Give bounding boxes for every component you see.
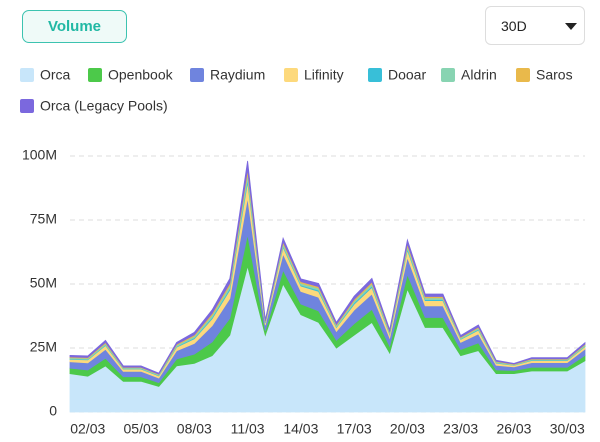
area [69, 160, 586, 375]
legend-swatch [20, 99, 34, 113]
legend-label: Saros [536, 67, 573, 83]
x-tick-label: 23/03 [443, 421, 478, 437]
legend-swatch [190, 68, 204, 82]
x-tick-label: 20/03 [390, 421, 425, 437]
range-label: 30D [501, 18, 527, 34]
area [69, 266, 586, 413]
area [69, 178, 586, 377]
legend-label: Orca (Legacy Pools) [40, 98, 168, 114]
legend-label: Orca [40, 67, 71, 83]
legend-label: Lifinity [304, 67, 344, 83]
volume-tab[interactable]: Volume [22, 10, 127, 43]
range-dropdown[interactable]: 30D [485, 6, 585, 45]
legend-swatch [441, 68, 455, 82]
area [69, 181, 586, 379]
area [69, 173, 586, 376]
x-tick-label: 17/03 [337, 421, 372, 437]
y-tick-label: 100M [22, 147, 57, 163]
legend-swatch [368, 68, 382, 82]
area [69, 234, 586, 387]
legend-swatch [88, 68, 102, 82]
legend-label: Dooar [388, 67, 426, 83]
legend-swatch [516, 68, 530, 82]
x-tick-label: 05/03 [124, 421, 159, 437]
legend-swatch [284, 68, 298, 82]
legend-label: Raydium [210, 67, 265, 83]
x-tick-label: 14/03 [283, 421, 318, 437]
x-tick-label: 30/03 [550, 421, 585, 437]
legend-swatch [20, 68, 34, 82]
x-tick-label: 26/03 [496, 421, 531, 437]
y-tick-label: 0 [49, 403, 57, 419]
area [69, 169, 586, 376]
legend-label: Openbook [108, 67, 174, 83]
y-tick-label: 25M [30, 339, 57, 355]
x-tick-label: 02/03 [70, 421, 105, 437]
x-tick-label: 11/03 [231, 421, 265, 437]
area [69, 197, 586, 384]
y-tick-label: 50M [30, 275, 57, 291]
x-tick-label: 08/03 [177, 421, 212, 437]
legend-label: Aldrin [461, 67, 497, 83]
y-tick-label: 75M [30, 211, 57, 227]
dropdown-arrow [565, 23, 577, 30]
